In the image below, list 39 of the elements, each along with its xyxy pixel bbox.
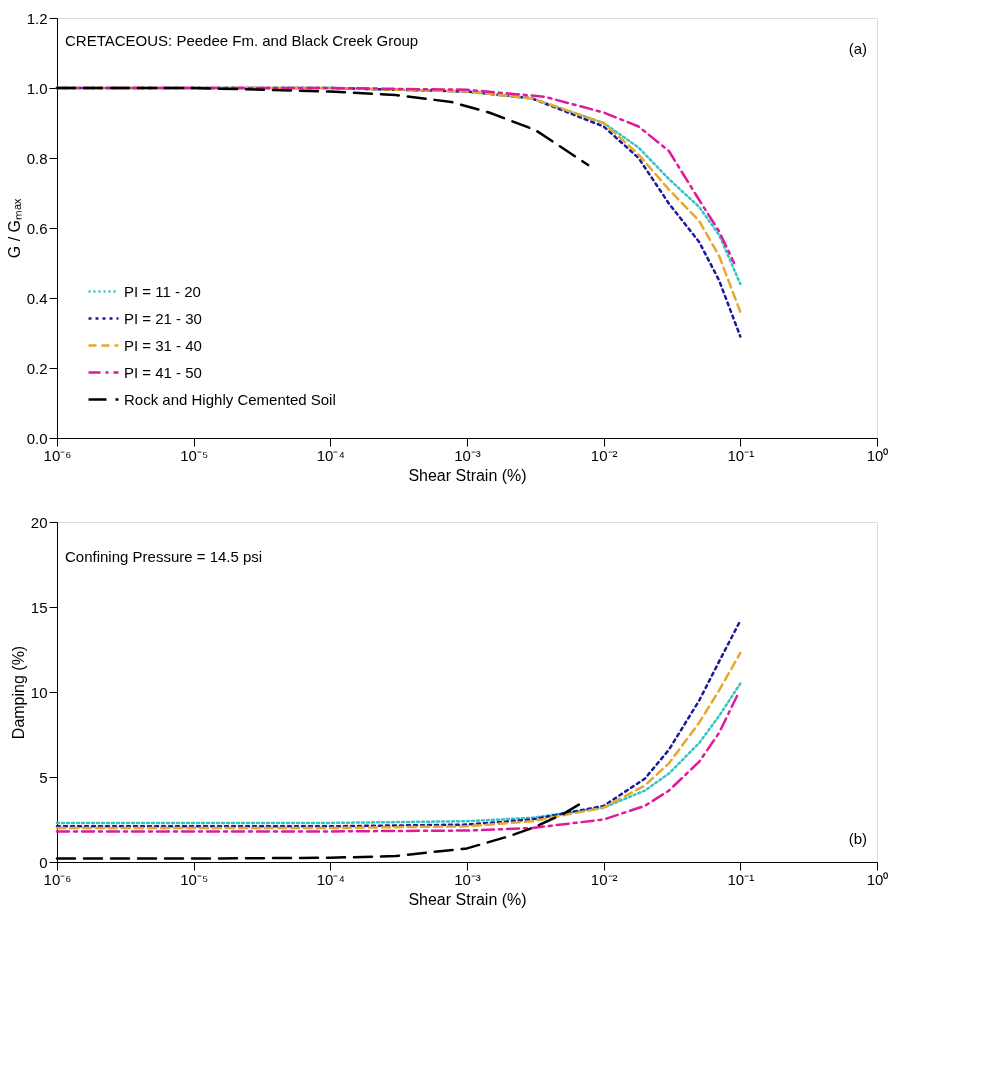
y-tick-label: 20: [30, 513, 48, 531]
y-tick-label: 0.8: [26, 149, 48, 167]
y-tick-label: 15: [30, 598, 48, 616]
y-tick-label: 0.4: [26, 289, 48, 307]
x-tick-label: 10⁻²: [590, 446, 618, 464]
y-tick-label: 0.0: [26, 429, 48, 447]
legend-label: PI = 11 - 20: [124, 282, 201, 300]
annotation: Confining Pressure = 14.5 psi: [65, 548, 263, 565]
annotation: CRETACEOUS: Peedee Fm. and Black Creek Group: [65, 32, 419, 49]
legend-label: PI = 41 - 50: [124, 363, 202, 381]
y-tick-label: 0.2: [26, 359, 48, 377]
x-tick-label: 10⁻⁶: [43, 446, 72, 464]
y-tick-label: 1.0: [26, 79, 48, 97]
y-tick-label: 5: [39, 768, 48, 786]
x-tick-label: 10⁰: [866, 446, 889, 464]
legend-label: PI = 31 - 40: [124, 336, 202, 354]
x-tick-label: 10⁻²: [590, 870, 618, 888]
x-axis-title: Shear Strain (%): [408, 466, 527, 484]
x-tick-label: 10⁻⁵: [180, 446, 209, 464]
y-tick-label: 0: [39, 853, 48, 871]
annotation: (a): [848, 40, 867, 57]
x-tick-label: 10⁰: [866, 870, 889, 888]
x-tick-label: 10⁻¹: [727, 870, 755, 888]
x-axis-title: Shear Strain (%): [408, 890, 527, 908]
x-tick-label: 10⁻⁵: [180, 870, 209, 888]
x-tick-label: 10⁻³: [454, 870, 481, 888]
x-tick-label: 10⁻⁴: [316, 446, 345, 464]
legend-label: Rock and Highly Cemented Soil: [124, 390, 336, 408]
y-tick-label: 1.2: [26, 9, 48, 27]
annotation: (b): [848, 830, 867, 847]
x-tick-label: 10⁻⁶: [43, 870, 72, 888]
legend-label: PI = 21 - 30: [124, 309, 202, 327]
x-tick-label: 10⁻⁴: [316, 870, 345, 888]
x-tick-label: 10⁻¹: [727, 446, 755, 464]
y-tick-label: 0.6: [26, 219, 48, 237]
y-axis-title: G / Gₘₐₓ: [5, 198, 23, 259]
y-tick-label: 10: [30, 683, 48, 701]
x-tick-label: 10⁻³: [454, 446, 481, 464]
y-axis-title: Damping (%): [9, 645, 27, 740]
